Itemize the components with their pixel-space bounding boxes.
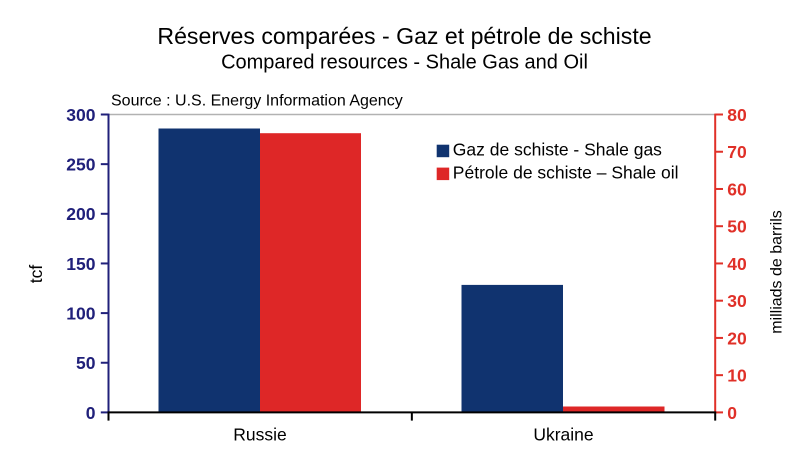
svg-text:50: 50 xyxy=(727,217,747,237)
svg-text:Compared resources - Shale Gas: Compared resources - Shale Gas and Oil xyxy=(221,52,588,74)
svg-text:0: 0 xyxy=(86,403,96,423)
svg-text:0: 0 xyxy=(727,403,737,423)
svg-text:150: 150 xyxy=(66,254,95,274)
svg-text:250: 250 xyxy=(66,155,95,175)
svg-text:10: 10 xyxy=(727,366,747,386)
svg-text:50: 50 xyxy=(76,353,96,373)
svg-text:30: 30 xyxy=(727,291,747,311)
svg-text:tcf: tcf xyxy=(26,265,46,284)
svg-text:40: 40 xyxy=(727,254,747,274)
svg-text:80: 80 xyxy=(727,105,747,125)
svg-text:Réserves comparées - Gaz et pé: Réserves comparées - Gaz et pétrole de s… xyxy=(157,23,651,49)
svg-text:100: 100 xyxy=(66,304,95,324)
svg-text:Russie: Russie xyxy=(233,424,287,444)
svg-text:Ukraine: Ukraine xyxy=(533,424,593,444)
svg-text:200: 200 xyxy=(66,204,95,224)
svg-text:Source : U.S. Energy Informati: Source : U.S. Energy Information Agency xyxy=(111,93,403,110)
svg-text:60: 60 xyxy=(727,179,747,199)
svg-text:300: 300 xyxy=(66,105,95,125)
svg-text:Gaz de schiste - Shale gas: Gaz de schiste - Shale gas xyxy=(453,140,662,160)
svg-text:20: 20 xyxy=(727,328,747,348)
svg-text:Pétrole de schiste – Shale oil: Pétrole de schiste – Shale oil xyxy=(453,163,679,183)
svg-text:70: 70 xyxy=(727,142,747,162)
svg-text:milliads de barrils: milliads de barrils xyxy=(769,210,786,334)
